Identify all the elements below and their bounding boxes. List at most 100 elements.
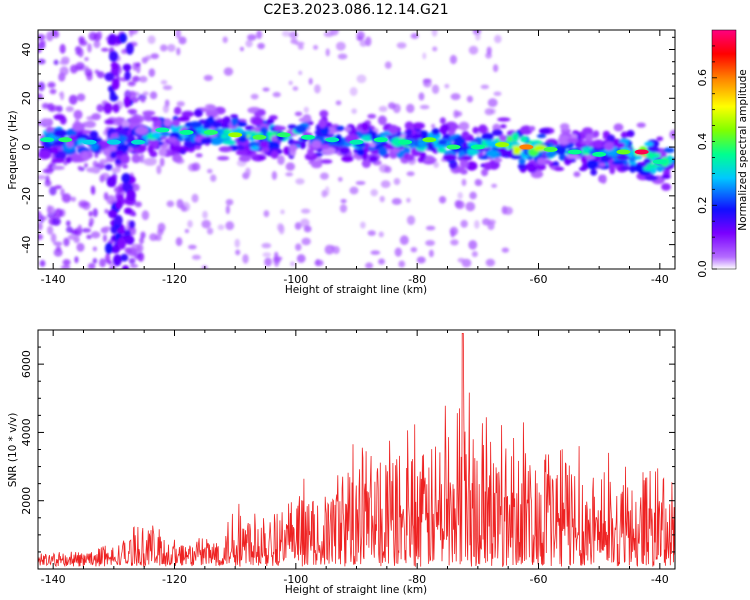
ridge-blob [459,158,469,169]
ridge-blob [529,125,536,132]
noise-blob [191,254,201,260]
noise-blob [356,74,367,84]
y-tick-label: -20 [20,187,33,205]
ridge-blob [152,131,162,139]
noise-blob [99,159,109,164]
noise-blob [410,246,418,253]
noise-blob [102,226,113,231]
noise-blob [187,220,193,228]
noise-blob [127,81,136,87]
streak-blob [123,229,131,238]
streak-blob [115,200,122,210]
ridge-blob [259,140,269,149]
noise-blob [140,98,146,103]
noise-blob [42,168,51,174]
ridge-blob [498,134,507,142]
noise-blob [104,208,109,214]
colorbar [711,29,737,270]
noise-blob [39,215,48,221]
ridge-blob [510,154,523,160]
ridge-blob [512,146,521,156]
ridge-point [446,144,461,150]
ridge-blob [110,151,117,159]
noise-blob [484,108,494,116]
ridge-point [349,139,364,145]
noise-blob [263,210,270,218]
noise-blob [449,226,459,236]
noise-blob [46,225,54,235]
noise-blob [466,95,474,103]
ridge-blob [437,140,448,146]
noise-blob [148,68,156,77]
noise-blob [349,87,358,96]
noise-blob [384,61,392,69]
ridge-point [131,139,146,145]
noise-blob [339,204,348,213]
noise-blob [47,81,56,89]
streak-blob [103,102,113,114]
colorbar-label: Normalized spectral amplitude [737,69,749,230]
ridge-blob [320,144,330,150]
y-tick-label: 20 [20,91,33,105]
ridge-point [470,144,485,150]
noise-blob [176,47,181,56]
ridge-blob [250,145,260,151]
noise-blob [340,199,347,204]
ridge-blob [412,133,423,140]
ridge-point [373,137,388,143]
noise-blob [93,40,101,49]
noise-blob [261,242,272,249]
noise-blob [139,237,145,244]
ridge-blob [209,136,224,146]
ridge-blob [557,135,571,145]
ridge-blob [270,150,279,159]
noise-blob [428,249,434,258]
ridge-blob [195,153,203,158]
noise-blob [455,200,465,210]
ridge-blob [318,118,327,129]
noise-blob [41,102,50,109]
ridge-blob [616,142,625,149]
noise-blob [335,41,346,51]
noise-blob [384,166,392,173]
x-tick-label: -60 [530,273,548,286]
ridge-blob [466,161,478,171]
ridge-blob [128,116,141,124]
noise-blob [370,250,381,255]
ridge-blob [554,146,567,155]
noise-blob [162,85,173,91]
noise-blob [419,104,430,110]
ridge-blob [403,147,411,155]
snr-y-axis-label: SNR (10 * v/v) [7,413,19,488]
noise-blob [303,225,312,233]
ridge-blob [53,129,68,138]
noise-blob [127,108,138,114]
colorbar-ticks: 0.0 0.2 0.4 0.6 [696,45,717,278]
noise-blob [487,98,498,108]
noise-blob [210,174,217,182]
noise-blob [50,233,57,243]
noise-blob [406,103,415,114]
y-tick-label: 0 [20,144,33,151]
noise-blob [460,219,468,228]
ridge-blob [207,104,217,111]
noise-blob [262,87,270,92]
noise-blob [314,84,321,94]
noise-blob [70,196,77,202]
ridge-blob [344,126,352,132]
noise-blob [52,31,60,39]
noise-blob [130,243,141,254]
noise-blob [365,36,372,47]
noise-blob [474,220,480,229]
noise-blob [131,75,141,82]
noise-blob [295,178,305,185]
ridge-blob [251,116,264,126]
noise-blob [406,197,411,203]
streak-blob [124,207,133,215]
streak-blob [118,32,128,44]
streak-blob [114,158,122,165]
ridge-blob [254,111,263,117]
ridge-blob [519,135,528,143]
ridge-blob [205,108,219,118]
noise-blob [49,88,57,95]
